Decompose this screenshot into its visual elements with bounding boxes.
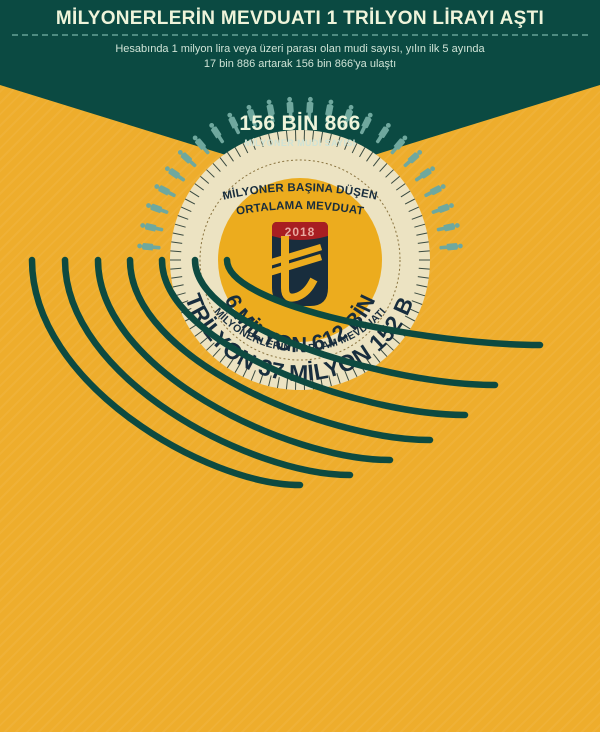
svg-text:2018: 2018 — [285, 225, 316, 239]
svg-text:MİLYONER MUDİ SAYISI: MİLYONER MUDİ SAYISI — [244, 138, 355, 148]
svg-text:156 BİN 866: 156 BİN 866 — [239, 112, 360, 135]
